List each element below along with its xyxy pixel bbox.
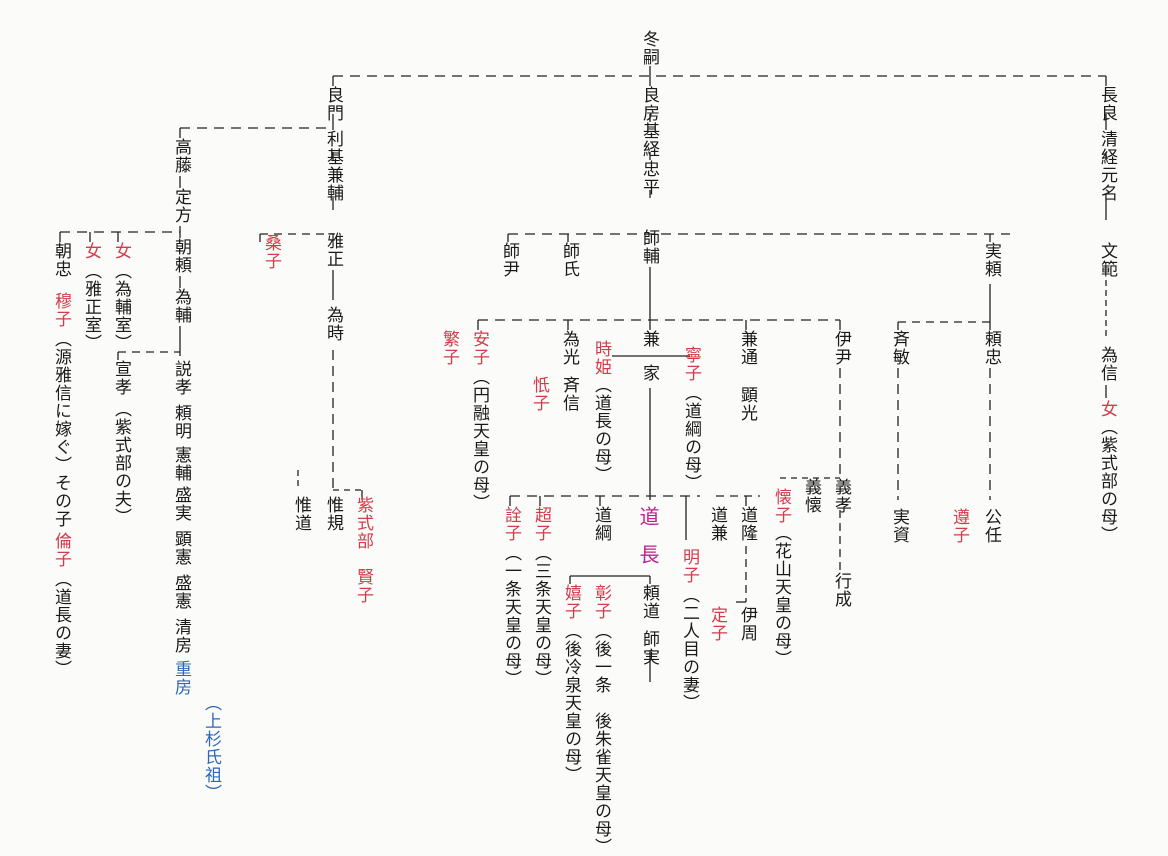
person-yoriakira: 頼明: [171, 404, 191, 440]
person-akimitsu: 顕光: [737, 386, 757, 422]
person-choshi-note: （三条天皇の母）: [531, 544, 551, 688]
person-yasuko2-note: （道綱の母）: [681, 384, 701, 492]
person-yoshifusa: 良房: [639, 86, 659, 122]
person-yoritada: 頼忠: [981, 330, 1001, 366]
person-kanesuke: 兼輔: [323, 166, 343, 202]
person-rinshi-note: （道長の妻）: [51, 570, 71, 678]
person-masatada-wife: 女: [81, 242, 101, 260]
person-senshi: 詮子: [501, 506, 521, 542]
person-yasuko2: 寧子: [681, 346, 701, 382]
person-morozane: 師実: [639, 630, 659, 666]
person-motona: 元名: [1097, 166, 1117, 202]
person-choshi: 超子: [531, 506, 551, 542]
person-senshi-note: （一条天皇の母）: [501, 544, 521, 688]
person-toshimoto: 利基: [323, 130, 343, 166]
person-yasuko: 安子: [469, 330, 489, 366]
person-yorimichi: 頼道: [639, 584, 659, 620]
person-meishi: 明子: [679, 548, 699, 584]
person-teishi: 定子: [707, 606, 727, 642]
person-meishi-note: （二人目の妻）: [679, 586, 699, 712]
person-michinaga-1: 道: [636, 506, 660, 527]
person-rinshi: 倫子: [51, 532, 71, 568]
person-sadakata: 定方: [171, 188, 191, 224]
person-shoshi: 彰子: [591, 584, 611, 620]
person-kiyotsune: 清経: [1097, 130, 1117, 166]
person-junshi: 遵子: [949, 508, 969, 544]
person-tamenobu: 為信: [1097, 346, 1117, 382]
person-masatada: 雅正: [323, 232, 343, 268]
person-morosuke: 師輔: [639, 229, 659, 265]
person-morizane: 盛実: [171, 486, 191, 522]
person-fuyutsugu: 冬嗣: [639, 30, 659, 66]
person-setsuko: 説孝: [171, 360, 191, 396]
genealogy-lines: [59, 66, 1107, 682]
person-kuwako: 桑子: [261, 234, 281, 270]
person-shigefusa: 重房: [171, 660, 191, 696]
person-yasuko-note: （円融天皇の母）: [469, 368, 489, 512]
person-norisuke: 憲輔: [171, 446, 191, 482]
person-tamesuke-daughter: 女: [111, 242, 131, 260]
person-koretada: 伊尹: [831, 330, 851, 366]
person-tamenobu-daughter-note: （紫式部の母）: [1097, 418, 1117, 544]
person-takafuji: 高藤: [171, 138, 191, 174]
person-kiyoko: 繁子: [439, 330, 459, 366]
person-michitsuna: 道綱: [591, 506, 611, 542]
person-morotada: 師尹: [499, 242, 519, 278]
person-asayori: 朝頼: [171, 238, 191, 274]
person-yukinari: 行成: [831, 572, 851, 608]
person-tamenobu-daughter: 女: [1097, 400, 1117, 418]
person-nagara: 長良: [1097, 86, 1117, 122]
person-mototsune: 基経: [639, 122, 659, 158]
person-nobutaka: 宣孝: [111, 360, 131, 396]
person-kenshi: 賢子: [353, 568, 373, 604]
person-tokihime: 時姫: [591, 340, 611, 376]
person-akinori: 顕憲: [171, 530, 191, 566]
person-michitaka: 道隆: [737, 506, 757, 542]
person-tamemitsu: 為光: [559, 330, 579, 366]
person-tadanobu: 斉信: [559, 376, 579, 412]
person-kaishi: 懐子: [771, 488, 791, 524]
person-saneyori: 実頼: [981, 242, 1001, 278]
person-kaishi-note: （花山天皇の母）: [771, 524, 791, 668]
person-moromasa: 師氏: [559, 242, 579, 278]
person-shishi: 忯子: [529, 376, 549, 412]
person-shoshi-note: （後一条 後朱雀天皇の母）: [591, 622, 611, 856]
person-tamesuke: 為輔: [171, 288, 191, 324]
person-nobutaka-note: （紫式部の夫）: [111, 400, 131, 526]
person-tadatoshi: 斉敏: [889, 330, 909, 366]
person-fuminori: 文範: [1097, 242, 1117, 278]
person-asatada: 朝忠: [51, 242, 71, 278]
person-tametoki: 為時: [323, 306, 343, 342]
uesugi-note: （上杉氏祖）: [201, 694, 221, 802]
person-kinto: 公任: [981, 508, 1001, 544]
person-sanesuke: 実資: [889, 508, 909, 544]
person-yoshitaka: 義孝: [831, 478, 851, 514]
person-michinaga-2: 長: [636, 544, 660, 565]
person-kishi-note: （後冷泉天皇の母）: [561, 622, 581, 784]
person-kiyofusa: 清房: [171, 618, 191, 654]
person-korechika: 伊周: [737, 606, 757, 642]
person-morinori: 盛憲: [171, 574, 191, 610]
person-bokushi: 穆子: [51, 292, 71, 328]
person-masatada-wife-note: （雅正室）: [81, 262, 101, 352]
person-korenori: 惟規: [323, 496, 343, 532]
person-kaneie-2: 家: [639, 364, 659, 382]
person-kishi: 嬉子: [561, 584, 581, 620]
person-yoshikado: 良門: [323, 86, 343, 122]
person-tamesuke-daughter-note: （為輔室）: [111, 262, 131, 352]
person-michikane: 道兼: [707, 506, 727, 542]
person-kanemichi: 兼通: [737, 330, 757, 366]
person-yoshichika: 義懐: [801, 478, 821, 514]
person-koremichi: 惟道: [291, 496, 311, 532]
person-kaneie-1: 兼: [639, 330, 659, 348]
person-murasaki: 紫式部: [353, 496, 373, 550]
person-bokushi-note: （源雅信に嫁ぐ）その子: [51, 330, 71, 528]
person-tokihime-note: （道長の母）: [591, 376, 611, 484]
person-tadahira: 忠平: [639, 160, 659, 196]
